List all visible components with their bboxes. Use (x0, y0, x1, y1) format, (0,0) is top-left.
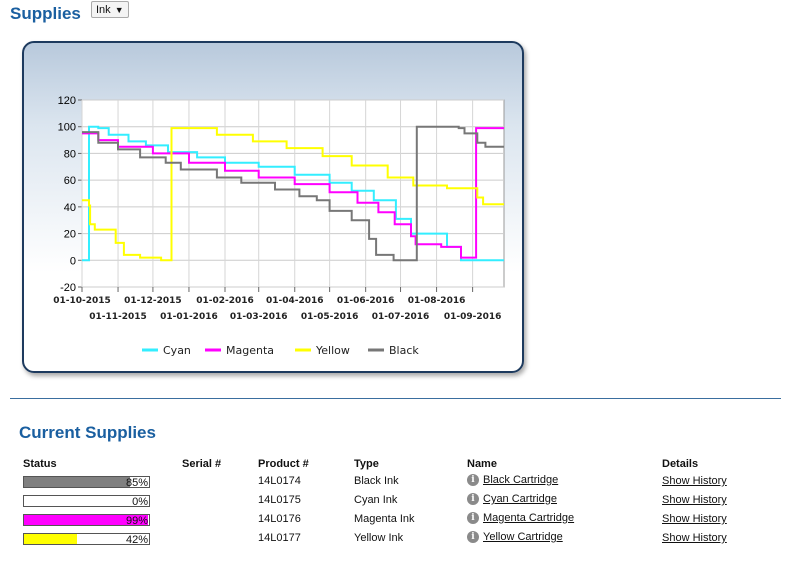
y-tick-label: 80 (64, 148, 76, 160)
info-icon[interactable]: i (467, 474, 479, 487)
col-header-details: Details (662, 458, 699, 470)
status-percent: 42% (125, 534, 148, 546)
type-cell: Yellow Ink (354, 532, 404, 544)
details-cell: Show History (662, 475, 727, 487)
status-level-bar: 85% (23, 476, 150, 489)
col-header-status: Status (23, 458, 57, 470)
col-header-type: Type (354, 458, 379, 470)
col-header-serial: Serial # (182, 458, 222, 470)
select-value: Ink (96, 3, 111, 16)
details-cell: Show History (662, 513, 727, 525)
show-history-link[interactable]: Show History (662, 494, 727, 506)
status-level-fill (24, 534, 77, 544)
y-tick-label: 0 (70, 255, 76, 267)
x-tick-label: 01-11-2015 (89, 312, 147, 322)
y-tick-label: -20 (60, 282, 76, 294)
series-line-magenta (82, 127, 504, 259)
details-cell: Show History (662, 494, 727, 506)
series-line-cyan (82, 125, 504, 262)
x-tick-label: 01-03-2016 (230, 312, 288, 322)
cartridge-link[interactable]: Magenta Cartridge (483, 512, 575, 524)
supplies-chart-panel: 120 100 80 60 40 20 0 -20 01-10-2015 01-12-2015 01… (22, 41, 524, 373)
y-tick-label: 40 (64, 202, 76, 214)
cartridge-link[interactable]: Black Cartridge (483, 474, 559, 486)
show-history-link[interactable]: Show History (662, 513, 727, 525)
status-percent: 99% (125, 515, 148, 527)
info-icon[interactable]: i (467, 493, 479, 506)
series-line-yellow (82, 127, 504, 262)
type-cell: Magenta Ink (354, 513, 415, 525)
status-percent: 85% (125, 477, 148, 489)
section-divider (10, 398, 781, 399)
product-cell: 14L0177 (258, 532, 301, 544)
col-header-product: Product # (258, 458, 309, 470)
show-history-link[interactable]: Show History (662, 532, 727, 544)
status-level-bar: 99% (23, 514, 150, 527)
page-title: Supplies (10, 4, 81, 23)
x-tick-label: 01-01-2016 (160, 312, 218, 322)
product-cell: 14L0176 (258, 513, 301, 525)
legend-label-yellow: Yellow (315, 344, 350, 357)
name-cell: i Yellow Cartridge (467, 531, 563, 544)
status-level-bar: 42% (23, 533, 150, 546)
x-tick-label: 01-12-2015 (124, 296, 182, 306)
y-tick-label: 120 (58, 95, 76, 107)
status-percent: 0% (132, 496, 148, 508)
cartridge-link[interactable]: Yellow Cartridge (483, 531, 563, 543)
status-level-fill (24, 477, 131, 487)
x-tick-label: 01-04-2016 (266, 296, 324, 306)
status-level-bar: 0% (23, 495, 150, 508)
x-tick-label: 01-10-2015 (53, 296, 111, 306)
chevron-down-icon: ▼ (114, 4, 124, 15)
supply-type-select[interactable]: Ink ▼ (91, 1, 129, 18)
type-cell: Black Ink (354, 475, 399, 487)
legend-label-cyan: Cyan (163, 344, 191, 357)
x-tick-label: 01-02-2016 (196, 296, 254, 306)
type-cell: Cyan Ink (354, 494, 398, 506)
name-cell: i Cyan Cartridge (467, 493, 557, 506)
series-line-black (82, 125, 504, 262)
y-tick-label: 100 (58, 122, 76, 134)
col-header-name: Name (467, 458, 497, 470)
info-icon[interactable]: i (467, 512, 479, 525)
status-level-fill (24, 515, 148, 525)
y-tick-label: 60 (64, 175, 76, 187)
details-cell: Show History (662, 532, 727, 544)
product-cell: 14L0174 (258, 475, 301, 487)
supplies-chart: 120 100 80 60 40 20 0 -20 01-10-2015 01-12-2015 01… (53, 95, 505, 357)
show-history-link[interactable]: Show History (662, 475, 727, 487)
x-tick-label: 01-05-2016 (301, 312, 359, 322)
x-tick-label: 01-07-2016 (372, 312, 430, 322)
y-tick-label: 20 (64, 229, 76, 241)
x-tick-label: 01-08-2016 (408, 296, 466, 306)
name-cell: i Magenta Cartridge (467, 512, 575, 525)
legend-label-black: Black (389, 344, 419, 357)
x-tick-label: 01-09-2016 (444, 312, 502, 322)
plot-area (81, 99, 505, 288)
cartridge-link[interactable]: Cyan Cartridge (483, 493, 557, 505)
product-cell: 14L0175 (258, 494, 301, 506)
info-icon[interactable]: i (467, 531, 479, 544)
x-tick-label: 01-06-2016 (337, 296, 395, 306)
name-cell: i Black Cartridge (467, 474, 559, 487)
current-supplies-title: Current Supplies (19, 423, 156, 442)
legend-label-magenta: Magenta (226, 344, 274, 357)
